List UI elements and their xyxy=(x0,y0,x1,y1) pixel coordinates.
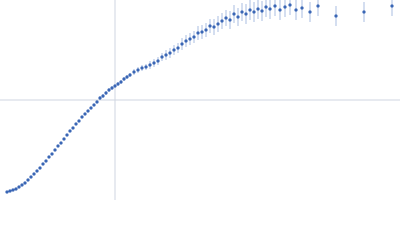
data-point xyxy=(164,53,168,57)
data-point xyxy=(200,30,204,34)
data-point xyxy=(264,5,268,9)
data-point xyxy=(89,106,93,110)
chart xyxy=(0,0,400,200)
data-point xyxy=(65,133,69,137)
data-point xyxy=(334,14,338,18)
data-point xyxy=(29,175,33,179)
data-point xyxy=(71,126,75,130)
data-point xyxy=(288,3,292,7)
data-point xyxy=(113,84,117,88)
data-point xyxy=(256,7,260,11)
data-point xyxy=(156,59,160,63)
data-point xyxy=(41,162,45,166)
data-point xyxy=(26,178,30,182)
data-point xyxy=(53,148,57,152)
data-point xyxy=(86,109,90,113)
data-point xyxy=(101,94,105,98)
data-point xyxy=(228,18,232,22)
data-point xyxy=(248,8,252,12)
data-point xyxy=(95,100,99,104)
data-point xyxy=(294,8,298,12)
data-point xyxy=(252,10,256,14)
data-point xyxy=(44,159,48,163)
data-point xyxy=(220,19,224,23)
data-point xyxy=(204,28,208,32)
data-point xyxy=(107,88,111,92)
data-point xyxy=(196,31,200,35)
data-point xyxy=(62,137,66,141)
data-point xyxy=(47,155,51,159)
data-point xyxy=(122,77,126,81)
data-point xyxy=(244,12,248,16)
data-point xyxy=(59,141,63,145)
data-point xyxy=(5,190,9,194)
data-point xyxy=(152,61,156,65)
data-point xyxy=(283,5,287,9)
data-point xyxy=(38,166,42,170)
data-point xyxy=(208,24,212,28)
data-point xyxy=(278,8,282,12)
data-point xyxy=(236,15,240,19)
data-point xyxy=(119,80,123,84)
data-point xyxy=(128,73,132,77)
data-point xyxy=(11,188,15,192)
data-point xyxy=(14,187,18,191)
data-point xyxy=(35,169,39,173)
data-point xyxy=(308,10,312,14)
data-point xyxy=(172,48,176,52)
data-point xyxy=(148,63,152,67)
data-point xyxy=(362,10,366,14)
data-point xyxy=(176,46,180,50)
data-point xyxy=(144,65,148,69)
data-point xyxy=(316,4,320,8)
data-point xyxy=(98,96,102,100)
data-point xyxy=(32,172,36,176)
data-point xyxy=(132,70,136,74)
data-point xyxy=(168,51,172,55)
data-point xyxy=(23,181,27,185)
data-point xyxy=(260,9,264,13)
data-point xyxy=(20,183,24,187)
data-point xyxy=(8,189,12,193)
data-point xyxy=(273,4,277,8)
data-point xyxy=(140,66,144,70)
data-point xyxy=(56,144,60,148)
data-point xyxy=(50,152,54,156)
data-point xyxy=(74,122,78,126)
data-point xyxy=(232,12,236,16)
data-point xyxy=(92,103,96,107)
data-point xyxy=(216,22,220,26)
data-point xyxy=(180,42,184,46)
data-point xyxy=(116,82,120,86)
data-point xyxy=(184,39,188,43)
data-point xyxy=(192,35,196,39)
data-point xyxy=(268,7,272,11)
data-point xyxy=(83,112,87,116)
data-point xyxy=(77,119,81,123)
data-point xyxy=(136,68,140,72)
data-point xyxy=(80,115,84,119)
data-point xyxy=(390,4,394,8)
data-point xyxy=(104,91,108,95)
data-point xyxy=(212,25,216,29)
data-point xyxy=(188,37,192,41)
data-point xyxy=(224,16,228,20)
data-point xyxy=(17,185,21,189)
data-point xyxy=(240,10,244,14)
data-point xyxy=(160,55,164,59)
data-point xyxy=(125,75,129,79)
data-point xyxy=(300,6,304,10)
data-point xyxy=(68,129,72,133)
data-point xyxy=(110,86,114,90)
